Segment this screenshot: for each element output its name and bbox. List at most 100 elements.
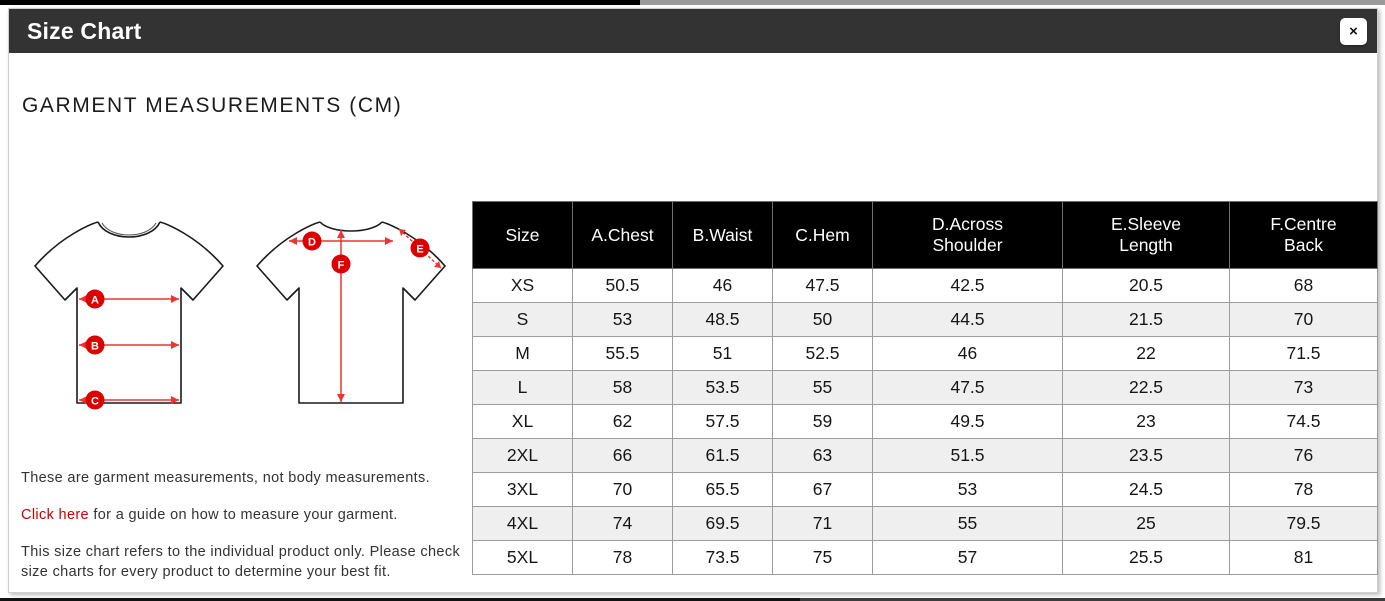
cell-size: 3XL (472, 472, 573, 507)
cell-sleeve-length: 24.5 (1062, 472, 1230, 507)
column-header-centre-back: F.Centre Back (1229, 201, 1378, 269)
cell-chest: 50.5 (572, 268, 673, 303)
cell-centre-back: 79.5 (1229, 506, 1378, 541)
cell-hem: 47.5 (772, 268, 873, 303)
modal-body: GARMENT MEASUREMENTS (CM) (9, 53, 1378, 593)
cell-size: XL (472, 404, 573, 439)
cell-chest: 66 (572, 438, 673, 473)
cell-centre-back: 71.5 (1229, 336, 1378, 371)
table-row: XS 50.5 46 47.5 42.5 20.5 68 (472, 268, 1378, 303)
column-header-hem: C.Hem (772, 201, 873, 269)
cell-waist: 61.5 (672, 438, 773, 473)
top-strip-grey (640, 0, 1385, 5)
cell-size: S (472, 302, 573, 337)
cell-size: 4XL (472, 506, 573, 541)
close-icon[interactable]: × (1340, 18, 1367, 45)
column-header-across-shoulder: D.Across Shoulder (872, 201, 1063, 269)
cell-across-shoulder: 49.5 (872, 404, 1063, 439)
cell-chest: 58 (572, 370, 673, 405)
cell-sleeve-length: 23 (1062, 404, 1230, 439)
cell-sleeve-length: 22 (1062, 336, 1230, 371)
cell-across-shoulder: 55 (872, 506, 1063, 541)
cell-waist: 46 (672, 268, 773, 303)
measure-badge-d: D (302, 231, 322, 251)
cell-across-shoulder: 53 (872, 472, 1063, 507)
cell-sleeve-length: 25.5 (1062, 540, 1230, 575)
measure-badge-a: A (85, 289, 105, 309)
cell-waist: 53.5 (672, 370, 773, 405)
cell-sleeve-length: 21.5 (1062, 302, 1230, 337)
cell-across-shoulder: 57 (872, 540, 1063, 575)
cell-hem: 52.5 (772, 336, 873, 371)
table-header-row: Size A.Chest B.Waist C.Hem (472, 201, 1378, 269)
modal-title: Size Chart (27, 17, 142, 44)
cell-waist: 65.5 (672, 472, 773, 507)
cell-size: 2XL (472, 438, 573, 473)
cell-hem: 50 (772, 302, 873, 337)
measure-guide-link[interactable]: Click here (21, 507, 89, 523)
cell-hem: 55 (772, 370, 873, 405)
cell-across-shoulder: 44.5 (872, 302, 1063, 337)
cell-waist: 51 (672, 336, 773, 371)
measure-badge-b: B (85, 335, 105, 355)
cell-hem: 63 (772, 438, 873, 473)
cell-centre-back: 74.5 (1229, 404, 1378, 439)
notes-block: These are garment measurements, not body… (21, 468, 461, 582)
top-strip-gap (0, 5, 1385, 8)
column-header-sleeve-length: E.Sleeve Length (1062, 201, 1230, 269)
cell-chest: 62 (572, 404, 673, 439)
page-bottom-border (0, 598, 1385, 601)
page-title: GARMENT MEASUREMENTS (CM) (22, 94, 403, 117)
size-table-wrapper: Size A.Chest B.Waist C.Hem (472, 201, 1378, 575)
measure-badge-e: E (410, 238, 430, 258)
cell-across-shoulder: 47.5 (872, 370, 1063, 405)
cell-size: XS (472, 268, 573, 303)
measure-badge-f: F (331, 254, 351, 274)
svg-text:E: E (416, 244, 423, 256)
table-row: XL 62 57.5 59 49.5 23 74.5 (472, 404, 1378, 439)
cell-waist: 73.5 (672, 540, 773, 575)
size-table: Size A.Chest B.Waist C.Hem (472, 201, 1378, 575)
cell-centre-back: 78 (1229, 472, 1378, 507)
svg-text:C: C (91, 396, 99, 408)
cell-centre-back: 70 (1229, 302, 1378, 337)
note-measure-guide: Click here for a guide on how to measure… (21, 505, 461, 525)
cell-size: M (472, 336, 573, 371)
cell-across-shoulder: 46 (872, 336, 1063, 371)
cell-centre-back: 68 (1229, 268, 1378, 303)
cell-hem: 71 (772, 506, 873, 541)
cell-centre-back: 73 (1229, 370, 1378, 405)
measure-guide-text: for a guide on how to measure your garme… (88, 507, 398, 523)
cell-chest: 55.5 (572, 336, 673, 371)
cell-waist: 69.5 (672, 506, 773, 541)
cell-waist: 57.5 (672, 404, 773, 439)
column-header-waist: B.Waist (672, 201, 773, 269)
table-row: L 58 53.5 55 47.5 22.5 73 (472, 370, 1378, 405)
size-chart-modal: Size Chart × GARMENT MEASUREMENTS (CM) (8, 8, 1378, 593)
modal-header: Size Chart × (9, 9, 1377, 53)
svg-text:A: A (91, 295, 99, 307)
cell-across-shoulder: 51.5 (872, 438, 1063, 473)
table-row: S 53 48.5 50 44.5 21.5 70 (472, 302, 1378, 337)
t-shirt-back-view: D F E (256, 221, 446, 404)
size-table-body: XS 50.5 46 47.5 42.5 20.5 68 S 53 48.5 50 44.5 21.5 7… (472, 268, 1378, 575)
measure-badge-c: C (85, 390, 105, 410)
cell-sleeve-length: 22.5 (1062, 370, 1230, 405)
cell-hem: 75 (772, 540, 873, 575)
page-bottom-border-right (800, 598, 1385, 601)
garment-diagrams: A B C (17, 208, 462, 433)
cell-chest: 78 (572, 540, 673, 575)
measure-line-e (398, 228, 442, 269)
cell-centre-back: 81 (1229, 540, 1378, 575)
top-strip-dark (0, 0, 640, 5)
cell-chest: 70 (572, 472, 673, 507)
table-row: 2XL 66 61.5 63 51.5 23.5 76 (472, 438, 1378, 473)
cell-waist: 48.5 (672, 302, 773, 337)
svg-text:F: F (338, 260, 345, 272)
svg-text:B: B (91, 341, 99, 353)
svg-text:D: D (308, 237, 316, 249)
table-row: M 55.5 51 52.5 46 22 71.5 (472, 336, 1378, 371)
cell-chest: 74 (572, 506, 673, 541)
cell-size: L (472, 370, 573, 405)
